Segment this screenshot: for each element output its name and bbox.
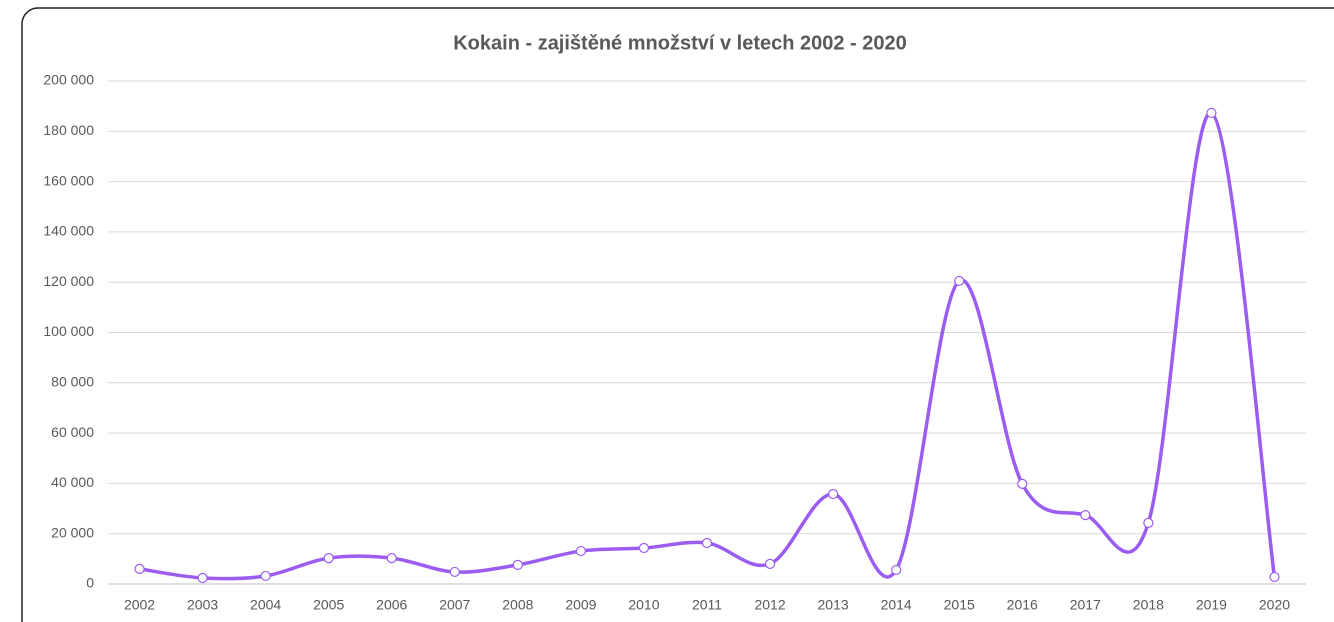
marker <box>575 545 586 557</box>
x-tick-label: 2011 <box>692 597 722 613</box>
y-tick-label: 120 000 <box>43 273 94 289</box>
marker <box>1269 571 1280 583</box>
x-tick-label: 2003 <box>187 597 218 613</box>
marker <box>512 559 523 570</box>
marker <box>1017 478 1028 490</box>
x-tick-label: 2019 <box>1196 597 1227 613</box>
marker <box>197 572 208 584</box>
y-tick-label: 40 000 <box>51 474 94 490</box>
x-tick-label: 2008 <box>502 597 533 613</box>
marker <box>1080 509 1091 521</box>
marker <box>954 275 965 287</box>
y-tick-label: 200 000 <box>43 72 94 88</box>
x-tick-label: 2005 <box>313 597 344 613</box>
y-tick-label: 140 000 <box>43 223 94 239</box>
x-tick-label: 2010 <box>628 597 659 613</box>
y-tick-label: 160 000 <box>43 172 94 188</box>
x-tick-label: 2017 <box>1070 597 1101 613</box>
marker <box>891 564 902 576</box>
y-tick-label: 60 000 <box>51 424 94 440</box>
x-tick-label: 2002 <box>124 597 155 613</box>
marker <box>638 542 650 554</box>
chart-frame <box>21 7 1334 622</box>
marker <box>1143 517 1154 528</box>
marker <box>260 570 271 582</box>
marker <box>449 566 460 578</box>
x-tick-label: 2006 <box>376 597 407 613</box>
marker <box>828 488 839 500</box>
x-tick-label: 2014 <box>881 597 912 613</box>
y-tick-label: 20 000 <box>51 524 94 540</box>
x-tick-label: 2018 <box>1133 597 1164 613</box>
chart-title: Kokain - zajištěné množství v letech 200… <box>453 32 907 54</box>
x-tick-label: 2013 <box>818 597 849 613</box>
y-tick-label: 100 000 <box>43 323 94 339</box>
y-tick-label: 0 <box>86 575 94 591</box>
marker <box>1206 107 1217 119</box>
x-tick-label: 2004 <box>250 597 281 613</box>
y-tick-label: 180 000 <box>43 122 94 138</box>
x-tick-label: 2007 <box>439 597 470 613</box>
x-tick-label: 2009 <box>565 597 596 613</box>
marker <box>134 563 145 575</box>
marker <box>701 537 713 549</box>
x-tick-label: 2015 <box>944 597 975 613</box>
y-tick-label: 80 000 <box>51 374 94 390</box>
x-tick-label: 2016 <box>1007 597 1038 613</box>
marker <box>323 552 334 564</box>
x-tick-label: 2012 <box>754 597 785 613</box>
x-tick-label: 2020 <box>1259 597 1290 613</box>
marker <box>386 552 397 564</box>
marker <box>764 558 776 569</box>
